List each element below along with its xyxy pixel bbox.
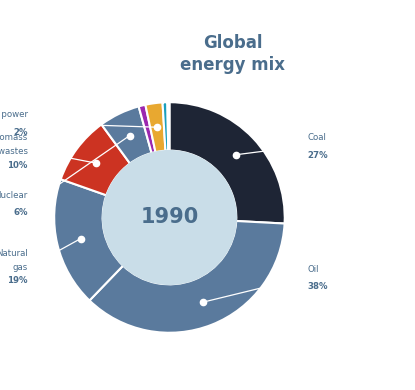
Wedge shape bbox=[163, 102, 168, 151]
Text: and wastes: and wastes bbox=[0, 147, 28, 156]
Wedge shape bbox=[101, 106, 151, 163]
Text: Oil: Oil bbox=[308, 265, 319, 274]
Wedge shape bbox=[167, 102, 169, 151]
Text: 2%: 2% bbox=[13, 128, 28, 136]
Circle shape bbox=[103, 151, 236, 284]
Wedge shape bbox=[145, 103, 166, 152]
Text: 1990: 1990 bbox=[140, 207, 199, 227]
Text: Biomass: Biomass bbox=[0, 133, 28, 142]
Text: 6%: 6% bbox=[13, 208, 28, 217]
Wedge shape bbox=[90, 221, 285, 333]
Text: 27%: 27% bbox=[308, 151, 328, 160]
Text: 38%: 38% bbox=[308, 282, 328, 291]
Text: Hydro power: Hydro power bbox=[0, 110, 28, 119]
Text: gas: gas bbox=[12, 262, 28, 271]
Wedge shape bbox=[54, 179, 123, 301]
Text: Natural: Natural bbox=[0, 249, 28, 258]
Wedge shape bbox=[61, 124, 130, 195]
Text: Coal: Coal bbox=[308, 133, 327, 142]
Wedge shape bbox=[169, 102, 285, 223]
Text: 10%: 10% bbox=[7, 161, 28, 170]
Wedge shape bbox=[139, 105, 156, 153]
Text: Nuclear: Nuclear bbox=[0, 191, 28, 200]
Text: Global
energy mix: Global energy mix bbox=[181, 34, 286, 74]
Text: 19%: 19% bbox=[7, 277, 28, 285]
